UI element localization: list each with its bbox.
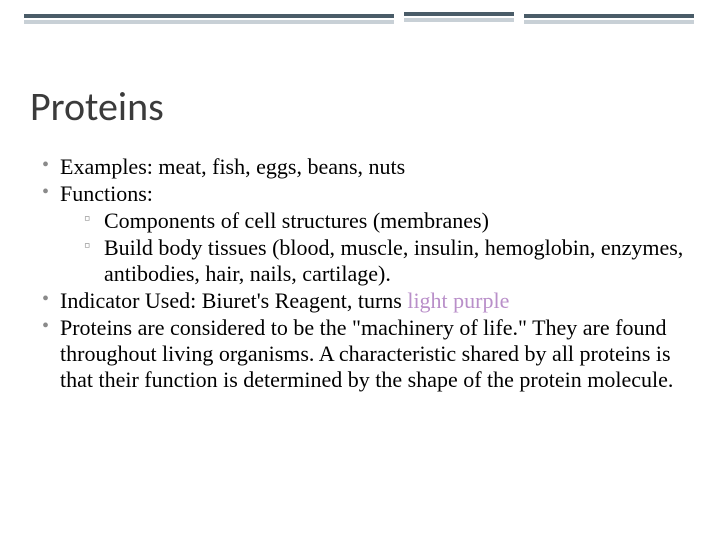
bar-light-1 xyxy=(24,20,394,24)
bullet-examples: Examples: meat, fish, eggs, beans, nuts xyxy=(38,154,686,180)
bullet-indicator: Indicator Used: Biuret's Reagent, turns … xyxy=(38,288,686,314)
bullet-text-pre: Indicator Used: Biuret's Reagent, turns xyxy=(60,288,407,313)
bullet-text: Examples: meat, fish, eggs, beans, nuts xyxy=(60,154,405,179)
bullet-text: Components of cell structures (membranes… xyxy=(104,208,489,233)
decorative-top-bar xyxy=(0,0,720,56)
accent-text: light purple xyxy=(407,288,509,313)
slide-body: Examples: meat, fish, eggs, beans, nuts … xyxy=(38,154,686,394)
bar-dark-1 xyxy=(24,14,394,18)
sub-bullet-build: Build body tissues (blood, muscle, insul… xyxy=(82,235,686,287)
bullet-functions: Functions: Components of cell structures… xyxy=(38,181,686,287)
bullet-text: Functions: xyxy=(60,181,153,206)
bar-dark-3 xyxy=(524,14,694,18)
bullet-machinery: Proteins are considered to be the "machi… xyxy=(38,315,686,393)
slide: Proteins Examples: meat, fish, eggs, bea… xyxy=(0,0,720,540)
bar-light-3 xyxy=(524,20,694,24)
bar-light-2 xyxy=(404,18,514,22)
sub-bullet-list: Components of cell structures (membranes… xyxy=(60,208,686,287)
sub-bullet-components: Components of cell structures (membranes… xyxy=(82,208,686,234)
bullet-text: Proteins are considered to be the "machi… xyxy=(60,315,673,392)
slide-title: Proteins xyxy=(30,82,164,131)
bullet-text: Build body tissues (blood, muscle, insul… xyxy=(104,235,683,286)
bar-dark-2 xyxy=(404,12,514,16)
bullet-list: Examples: meat, fish, eggs, beans, nuts … xyxy=(38,154,686,393)
